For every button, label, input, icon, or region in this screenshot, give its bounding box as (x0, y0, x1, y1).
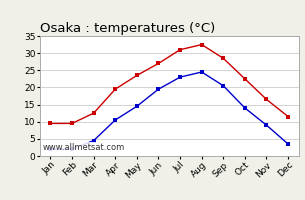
Text: www.allmetsat.com: www.allmetsat.com (42, 143, 124, 152)
Text: Osaka : temperatures (°C): Osaka : temperatures (°C) (40, 22, 215, 35)
